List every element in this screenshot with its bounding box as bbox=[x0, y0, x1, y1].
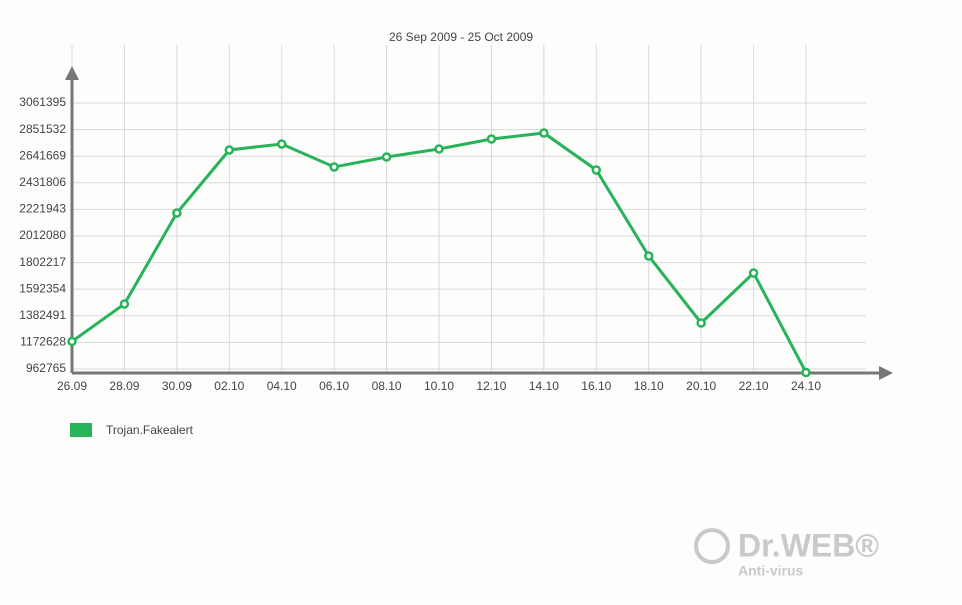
data-point bbox=[67, 336, 77, 347]
legend-label: Trojan.Fakealert bbox=[106, 423, 194, 437]
y-tick-label: 2221943 bbox=[19, 202, 66, 216]
x-tick-label: 10.10 bbox=[424, 379, 454, 393]
y-tick-label: 1172628 bbox=[20, 335, 66, 349]
x-tick-label: 06.10 bbox=[319, 379, 349, 393]
data-point bbox=[696, 318, 706, 328]
data-point bbox=[591, 165, 602, 175]
logo-tagline: Anti-virus bbox=[738, 563, 804, 579]
data-point bbox=[172, 208, 182, 218]
x-tick-label: 14.10 bbox=[529, 379, 559, 393]
x-tick-label: 18.10 bbox=[634, 379, 664, 393]
y-tick-label: 2012080 bbox=[19, 228, 66, 242]
y-tick-label: 2431806 bbox=[19, 175, 66, 189]
y-tick-label: 1802217 bbox=[19, 255, 66, 269]
logo-brand: Dr.WEB® bbox=[738, 527, 879, 563]
y-tick-label: 2641669 bbox=[19, 148, 66, 162]
legend-swatch bbox=[70, 423, 92, 437]
y-tick-label: 3061395 bbox=[19, 95, 66, 109]
y-tick-label: 1592354 bbox=[19, 281, 66, 295]
x-tick-label: 20.10 bbox=[686, 379, 716, 393]
data-point bbox=[539, 128, 549, 138]
x-tick-label: 08.10 bbox=[372, 379, 402, 393]
x-tick-label: 24.10 bbox=[791, 379, 821, 393]
x-tick-label: 12.10 bbox=[476, 379, 506, 393]
y-axis-arrow bbox=[65, 66, 79, 80]
chart-title: 26 Sep 2009 - 25 Oct 2009 bbox=[389, 30, 533, 44]
x-tick-label: 04.10 bbox=[267, 379, 297, 393]
data-point bbox=[276, 139, 287, 149]
grid bbox=[71, 45, 866, 373]
y-tick-label: 2851532 bbox=[19, 122, 66, 136]
y-tick-label: 1382491 bbox=[19, 308, 66, 322]
data-point bbox=[434, 144, 444, 154]
data-point bbox=[329, 162, 339, 172]
logo-icon bbox=[694, 528, 730, 564]
data-point bbox=[119, 299, 130, 309]
x-tick-label: 26.09 bbox=[57, 379, 87, 393]
data-point bbox=[643, 251, 654, 261]
data-point bbox=[801, 367, 811, 378]
x-tick-label: 30.09 bbox=[162, 379, 192, 393]
x-axis-arrow bbox=[879, 366, 893, 380]
x-tick-label: 16.10 bbox=[581, 379, 611, 393]
data-point bbox=[381, 152, 392, 162]
data-point bbox=[224, 145, 235, 155]
data-point bbox=[748, 268, 759, 278]
x-tick-label: 22.10 bbox=[739, 379, 769, 393]
y-tick-label: 962765 bbox=[26, 361, 66, 375]
x-tick-label: 02.10 bbox=[214, 379, 244, 393]
x-tick-label: 28.09 bbox=[109, 379, 139, 393]
data-point bbox=[486, 134, 497, 144]
